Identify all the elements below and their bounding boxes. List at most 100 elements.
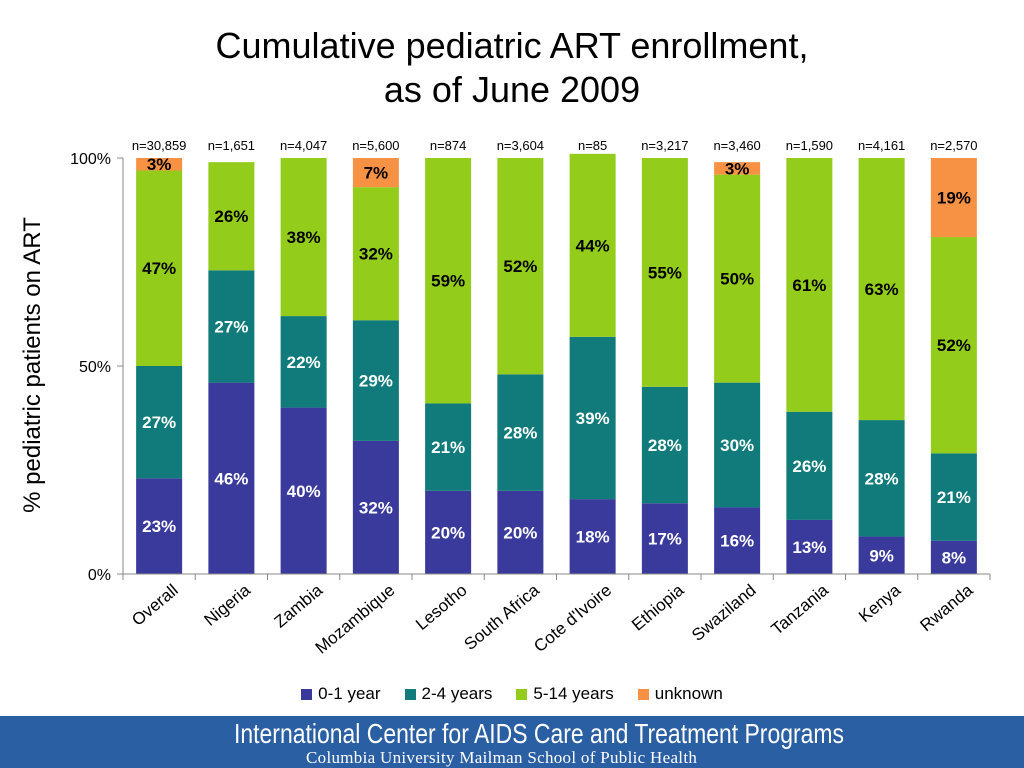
bar-segment	[569, 499, 616, 574]
data-label: 3%	[725, 159, 750, 178]
x-category-label: Cote d'Ivoire	[530, 581, 615, 657]
data-label: 19%	[937, 189, 971, 208]
data-label: 32%	[359, 498, 393, 517]
sample-size-label: n=874	[430, 138, 467, 153]
sample-size-label: n=3,604	[497, 138, 544, 153]
chart-title-line-2: as of June 2009	[383, 69, 641, 110]
bar-segment	[425, 158, 472, 404]
data-label: 26%	[792, 457, 826, 476]
x-category-label: Rwanda	[916, 580, 976, 635]
y-tick-label: 50%	[79, 359, 111, 376]
footer-banner: International Center for AIDS Care and T…	[0, 716, 1024, 768]
bar-segment	[497, 158, 544, 375]
bar-segment	[786, 158, 833, 412]
chart-title: Cumulative pediatric ART enrollment, as …	[0, 24, 1024, 112]
data-label: 44%	[576, 236, 610, 255]
bar-segment	[208, 382, 255, 574]
legend-label: unknown	[654, 684, 723, 703]
x-category-label: Lesotho	[412, 581, 471, 634]
bar-segment	[136, 158, 183, 171]
legend-label: 5-14 years	[533, 684, 614, 703]
legend-item: unknown	[637, 684, 723, 704]
bar-segment	[930, 237, 977, 454]
bar-segment	[136, 478, 183, 574]
x-category-label: Nigeria	[200, 580, 254, 630]
data-label: 52%	[937, 336, 971, 355]
legend-swatch	[637, 688, 649, 700]
bar-segment	[352, 158, 399, 188]
data-label: 7%	[364, 164, 389, 183]
bar-segment	[136, 170, 183, 366]
y-axis-label: % pediatric patients on ART	[19, 217, 46, 513]
x-category-label: Tanzania	[768, 580, 833, 639]
data-label: 27%	[142, 413, 176, 432]
data-label: 20%	[503, 523, 537, 542]
bar-segment	[714, 507, 761, 574]
x-category-label: Ethiopia	[628, 580, 688, 634]
sample-size-label: n=1,651	[208, 138, 255, 153]
data-label: 28%	[865, 469, 899, 488]
data-label: 52%	[503, 257, 537, 276]
data-label: 27%	[214, 317, 248, 336]
legend-swatch	[516, 688, 528, 700]
sample-size-label: n=4,047	[280, 138, 327, 153]
bar-segment	[208, 270, 255, 383]
data-label: 3%	[147, 155, 172, 174]
footer-organization-name: International Center for AIDS Care and T…	[234, 718, 845, 749]
footer-school-name: Columbia University Mailman School of Pu…	[306, 748, 698, 767]
data-label: 46%	[214, 469, 248, 488]
bar-segment	[858, 536, 905, 574]
data-label: 47%	[142, 259, 176, 278]
bar-segment	[714, 162, 761, 175]
sample-size-label: n=5,600	[352, 138, 399, 153]
y-tick-label: 0%	[88, 567, 111, 584]
bar-segment	[352, 440, 399, 574]
bar-segment	[280, 158, 327, 317]
bar-segment	[280, 316, 327, 408]
data-label: 28%	[503, 424, 537, 443]
data-label: 21%	[431, 438, 465, 457]
sample-size-label: n=30,859	[132, 138, 187, 153]
legend-item: 5-14 years	[516, 684, 614, 704]
bar-segment	[569, 153, 616, 337]
x-category-label: Zambia	[271, 580, 327, 631]
bar-segment	[786, 411, 833, 520]
bar-segment	[352, 187, 399, 321]
bar-segment	[930, 158, 977, 238]
bar-segment	[714, 382, 761, 508]
x-category-label: Mozambique	[312, 581, 399, 658]
data-label: 17%	[648, 530, 682, 549]
sample-size-label: n=4,161	[858, 138, 905, 153]
bar-segment	[352, 320, 399, 441]
data-label: 61%	[792, 276, 826, 295]
bar-segment	[930, 540, 977, 574]
data-label: 28%	[648, 436, 682, 455]
legend: 0-1 year 2-4 years 5-14 years unknown	[0, 684, 1024, 704]
sample-size-label: n=3,460	[713, 138, 760, 153]
data-label: 8%	[942, 548, 967, 567]
sample-size-label: n=1,590	[786, 138, 833, 153]
y-tick-label: 100%	[70, 151, 111, 168]
sample-size-label: n=2,570	[930, 138, 977, 153]
legend-swatch	[301, 688, 313, 700]
legend-item: 0-1 year	[301, 684, 381, 704]
x-category-label: Swaziland	[688, 581, 760, 645]
bar-segment	[569, 336, 616, 500]
stacked-bar-chart: 23% 27% 47% 3% 46% 27% 26% 40% 22% 38% 32% 29% 32% 7%…	[19, 138, 991, 658]
data-label: 21%	[937, 488, 971, 507]
data-label: 32%	[359, 245, 393, 264]
data-label: 50%	[720, 270, 754, 289]
data-label: 26%	[214, 207, 248, 226]
bar-segment	[280, 407, 327, 574]
data-label: 59%	[431, 272, 465, 291]
bar-segment	[858, 158, 905, 421]
sample-size-label: n=85	[578, 138, 607, 153]
bar-segment	[714, 174, 761, 383]
bar-segment	[208, 162, 255, 271]
data-label: 38%	[287, 228, 321, 247]
legend-swatch	[404, 688, 416, 700]
data-label: 16%	[720, 532, 754, 551]
data-label: 55%	[648, 263, 682, 282]
data-label: 23%	[142, 517, 176, 536]
bar-segment	[425, 490, 472, 574]
